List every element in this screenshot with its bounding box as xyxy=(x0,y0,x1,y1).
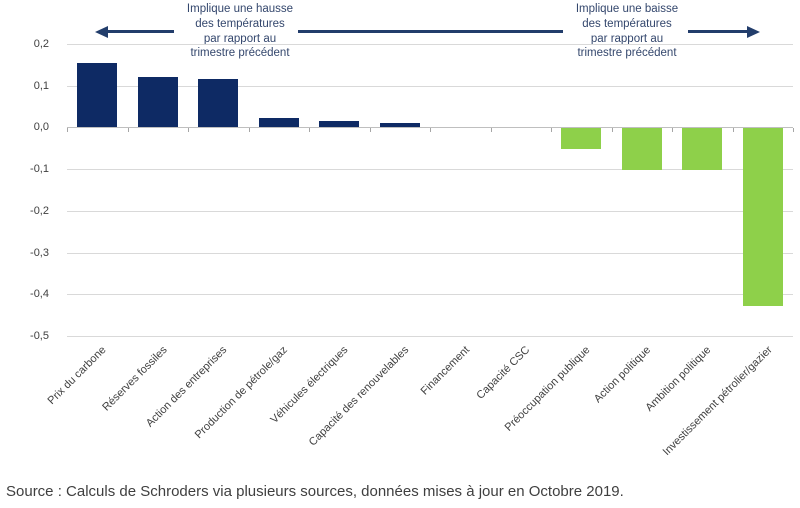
y-axis-tick-label: -0,3 xyxy=(30,246,49,259)
bar-positive xyxy=(198,79,239,128)
x-axis-tick xyxy=(672,128,673,133)
x-axis-tick xyxy=(248,128,250,133)
source-text: Source : Calculs de Schroders via plusie… xyxy=(6,483,624,500)
y-axis-tick-label: -0,1 xyxy=(30,163,49,176)
y-axis-tick-label: 0,2 xyxy=(33,38,49,50)
x-axis-category-label: Prix du carbone xyxy=(45,344,109,407)
y-axis-tick-label: 0,1 xyxy=(33,79,49,92)
x-axis-line xyxy=(67,127,793,129)
bar-positive xyxy=(258,118,299,128)
x-axis-category-label: Action politique xyxy=(591,344,654,406)
gridline xyxy=(67,44,793,45)
x-axis-tick xyxy=(369,128,371,133)
right-arrowhead-icon xyxy=(747,25,760,38)
y-axis-tick-label: 0,0 xyxy=(33,121,49,134)
gridline xyxy=(67,169,793,171)
gridline xyxy=(67,336,793,337)
bar-positive xyxy=(319,120,360,128)
x-axis-tick xyxy=(611,128,613,133)
x-axis-tick xyxy=(430,128,431,133)
x-axis-category-label: Capacité des renouvelables xyxy=(306,344,412,449)
bar-negative xyxy=(682,128,723,171)
arrow-line-segment xyxy=(688,30,748,33)
x-axis-category-label: Ambition politique xyxy=(643,344,714,414)
y-axis-tick-label: -0,4 xyxy=(30,288,49,301)
x-axis-tick xyxy=(551,128,552,133)
x-axis-tick xyxy=(127,128,129,133)
gridline xyxy=(67,252,793,254)
gridline xyxy=(67,85,793,87)
x-axis-tick xyxy=(793,128,794,133)
bar-negative xyxy=(742,128,783,306)
x-axis-category-label: Réserves fossiles xyxy=(99,344,170,414)
bar-positive xyxy=(379,123,420,128)
x-axis-tick xyxy=(309,128,310,133)
bar-negative xyxy=(561,128,602,150)
x-axis-category-label: Financement xyxy=(418,344,472,398)
x-axis-category-label: Investissement pétrolier/gazier xyxy=(660,344,775,458)
bar-positive xyxy=(137,77,178,128)
gridline xyxy=(67,210,793,212)
annotation-temperature-increase: Implique une hausse des températures par… xyxy=(186,3,294,60)
gridline xyxy=(67,294,793,296)
bar-positive xyxy=(77,62,118,128)
bar-negative xyxy=(621,128,662,171)
annotation-temperature-decrease: Implique une baisse des températures par… xyxy=(575,3,679,60)
x-axis-tick xyxy=(490,128,492,133)
arrow-line-segment xyxy=(298,30,563,33)
x-axis-tick xyxy=(732,128,734,133)
x-axis-category-label: Capacité CSC xyxy=(474,344,533,402)
arrow-line-segment xyxy=(106,30,174,33)
y-axis-tick-label: -0,2 xyxy=(30,204,49,217)
y-axis-tick-label: -0,5 xyxy=(30,330,49,342)
left-arrowhead-icon xyxy=(95,25,108,38)
x-axis-tick xyxy=(67,128,68,133)
x-axis-tick xyxy=(188,128,189,133)
